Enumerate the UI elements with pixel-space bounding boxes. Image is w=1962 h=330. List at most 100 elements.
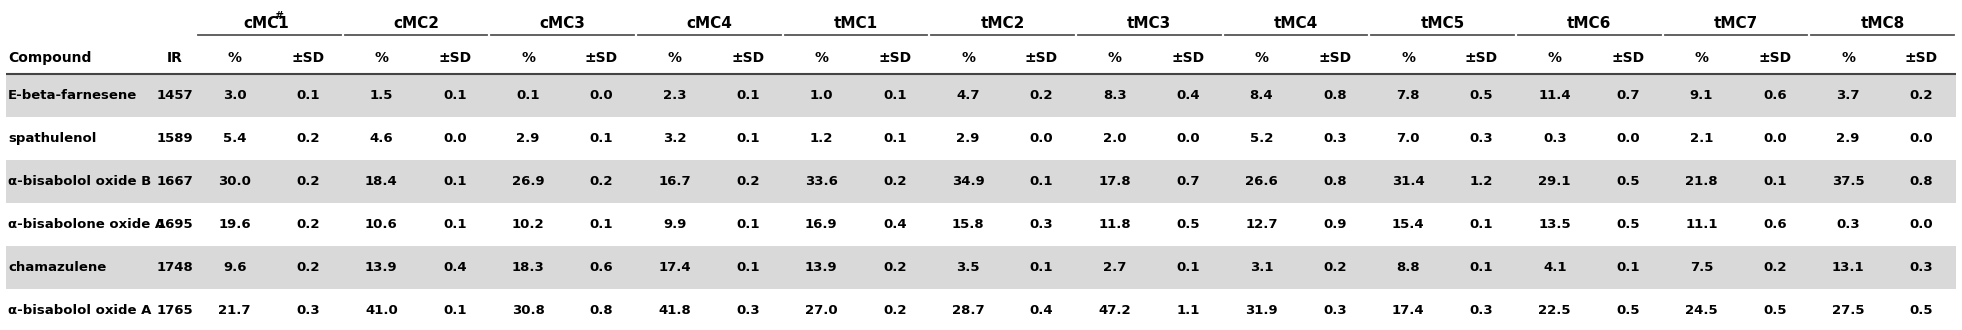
Text: 0.1: 0.1 (1030, 261, 1054, 274)
Text: 1667: 1667 (157, 175, 194, 188)
Text: 22.5: 22.5 (1538, 304, 1572, 317)
Text: tMC1: tMC1 (834, 16, 879, 30)
Text: 0.3: 0.3 (1542, 132, 1566, 145)
Text: 1.2: 1.2 (810, 132, 834, 145)
Text: 0.0: 0.0 (1909, 132, 1933, 145)
Bar (6, 203, 1956, 246)
Text: 3.1: 3.1 (1250, 261, 1273, 274)
Text: ±SD: ±SD (1171, 51, 1205, 65)
Text: 1695: 1695 (157, 218, 194, 231)
Text: 0.1: 0.1 (736, 89, 759, 102)
Text: 0.5: 0.5 (1764, 304, 1787, 317)
Text: 0.3: 0.3 (1030, 218, 1054, 231)
Text: 0.3: 0.3 (1836, 218, 1860, 231)
Text: 16.9: 16.9 (804, 218, 838, 231)
Text: α-bisabolol oxide B: α-bisabolol oxide B (8, 175, 151, 188)
Text: 0.8: 0.8 (1909, 175, 1933, 188)
Text: 2.9: 2.9 (516, 132, 540, 145)
Text: 4.7: 4.7 (955, 89, 979, 102)
Text: 0.8: 0.8 (1322, 89, 1346, 102)
Text: 0.1: 0.1 (516, 89, 540, 102)
Text: 0.2: 0.2 (296, 175, 320, 188)
Text: 3.7: 3.7 (1836, 89, 1860, 102)
Text: 10.6: 10.6 (365, 218, 398, 231)
Text: tMC4: tMC4 (1273, 16, 1318, 30)
Text: α-bisabolone oxide A: α-bisabolone oxide A (8, 218, 165, 231)
Text: 26.9: 26.9 (512, 175, 543, 188)
Bar (6, 289, 1956, 330)
Text: 0.5: 0.5 (1617, 304, 1640, 317)
Text: cMC2: cMC2 (392, 16, 439, 30)
Text: 5.2: 5.2 (1250, 132, 1273, 145)
Text: 0.3: 0.3 (1909, 261, 1933, 274)
Text: 0.0: 0.0 (1177, 132, 1201, 145)
Text: 0.1: 0.1 (736, 261, 759, 274)
Text: %: % (1109, 51, 1122, 65)
Text: %: % (1695, 51, 1709, 65)
Text: 27.0: 27.0 (804, 304, 838, 317)
Text: 0.2: 0.2 (883, 261, 906, 274)
Text: 24.5: 24.5 (1685, 304, 1717, 317)
Text: 0.8: 0.8 (1322, 175, 1346, 188)
Text: 31.4: 31.4 (1391, 175, 1424, 188)
Text: %: % (1548, 51, 1562, 65)
Text: tMC8: tMC8 (1860, 16, 1905, 30)
Text: 17.4: 17.4 (1391, 304, 1424, 317)
Text: tMC3: tMC3 (1128, 16, 1171, 30)
Text: E-beta-farnesene: E-beta-farnesene (8, 89, 137, 102)
Text: 0.0: 0.0 (1030, 132, 1054, 145)
Text: 0.2: 0.2 (1030, 89, 1054, 102)
Text: ±SD: ±SD (879, 51, 910, 65)
Text: 1457: 1457 (157, 89, 194, 102)
Text: 0.1: 0.1 (1030, 175, 1054, 188)
Text: α-bisabolol oxide A: α-bisabolol oxide A (8, 304, 151, 317)
Text: 7.0: 7.0 (1397, 132, 1420, 145)
Text: 17.4: 17.4 (659, 261, 691, 274)
Text: %: % (1840, 51, 1854, 65)
Text: 3.0: 3.0 (224, 89, 247, 102)
Text: 1765: 1765 (157, 304, 194, 317)
Text: 0.2: 0.2 (591, 175, 612, 188)
Text: 8.3: 8.3 (1103, 89, 1126, 102)
Text: 0.1: 0.1 (883, 89, 906, 102)
Text: 11.1: 11.1 (1685, 218, 1717, 231)
Text: #: # (275, 11, 283, 21)
Text: 0.1: 0.1 (443, 218, 467, 231)
Text: 0.5: 0.5 (1909, 304, 1933, 317)
Text: ±SD: ±SD (1318, 51, 1352, 65)
Text: 0.0: 0.0 (443, 132, 467, 145)
Text: 11.8: 11.8 (1099, 218, 1130, 231)
Text: 0.5: 0.5 (1617, 175, 1640, 188)
Text: 0.0: 0.0 (1617, 132, 1640, 145)
Text: 41.0: 41.0 (365, 304, 398, 317)
Text: 0.2: 0.2 (883, 304, 906, 317)
Bar (6, 246, 1956, 289)
Text: 0.5: 0.5 (1617, 218, 1640, 231)
Text: 0.2: 0.2 (1764, 261, 1787, 274)
Text: %: % (522, 51, 536, 65)
Text: 47.2: 47.2 (1099, 304, 1130, 317)
Text: 31.9: 31.9 (1246, 304, 1277, 317)
Text: 13.9: 13.9 (365, 261, 398, 274)
Text: 30.8: 30.8 (512, 304, 545, 317)
Text: 0.5: 0.5 (1470, 89, 1493, 102)
Text: 0.5: 0.5 (1177, 218, 1201, 231)
Text: %: % (814, 51, 828, 65)
Text: 0.1: 0.1 (1764, 175, 1787, 188)
Text: 0.7: 0.7 (1177, 175, 1201, 188)
Text: 0.1: 0.1 (1177, 261, 1201, 274)
Text: 0.6: 0.6 (1764, 218, 1787, 231)
Text: 0.1: 0.1 (591, 218, 612, 231)
Text: 2.3: 2.3 (663, 89, 687, 102)
Text: 7.8: 7.8 (1397, 89, 1420, 102)
Text: 0.1: 0.1 (1617, 261, 1640, 274)
Text: 0.2: 0.2 (883, 175, 906, 188)
Text: 0.0: 0.0 (1764, 132, 1787, 145)
Text: 2.0: 2.0 (1103, 132, 1126, 145)
Text: 9.9: 9.9 (663, 218, 687, 231)
Text: 8.4: 8.4 (1250, 89, 1273, 102)
Text: 9.1: 9.1 (1689, 89, 1713, 102)
Text: 28.7: 28.7 (952, 304, 985, 317)
Text: 0.1: 0.1 (736, 218, 759, 231)
Text: 30.0: 30.0 (218, 175, 251, 188)
